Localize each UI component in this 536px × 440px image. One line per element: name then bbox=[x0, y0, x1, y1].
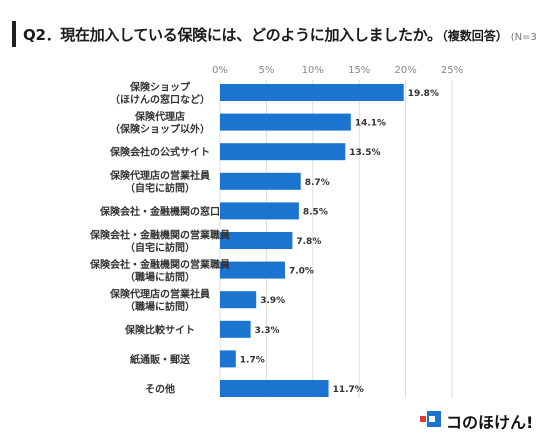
category-label: 保険比較サイト bbox=[124, 323, 195, 336]
bar bbox=[220, 202, 299, 220]
bar bbox=[220, 84, 404, 101]
category-label: 保険会社・金融機関の営業職員 bbox=[89, 258, 230, 271]
bar bbox=[220, 291, 257, 309]
data-label: 13.5% bbox=[349, 148, 380, 158]
title-main: Q2．現在加入している保険には、どのように加入しましたか。 bbox=[23, 26, 442, 44]
x-tick-label: 10% bbox=[302, 65, 324, 76]
category-label: 保険会社の公式サイト bbox=[109, 146, 210, 159]
category-label: 紙通販・郵送 bbox=[130, 353, 191, 366]
bar bbox=[220, 232, 293, 249]
data-label: 1.7% bbox=[240, 355, 265, 365]
data-label: 3.9% bbox=[260, 296, 285, 306]
category-label: （ほけんの窓口など） bbox=[110, 93, 210, 106]
brand-logo: コのほけん! bbox=[412, 406, 534, 432]
category-label: 保険会社・金融機関の営業職員 bbox=[89, 228, 230, 241]
title-sub: （複数回答） bbox=[441, 29, 508, 43]
data-label: 14.1% bbox=[355, 119, 386, 129]
data-label: 7.0% bbox=[289, 267, 314, 277]
x-tick-label: 25% bbox=[441, 65, 463, 76]
bar bbox=[220, 143, 346, 161]
bar bbox=[220, 380, 329, 397]
logo-text: コのほけん! bbox=[446, 413, 534, 432]
x-tick-label: 15% bbox=[348, 65, 370, 76]
sample-size: (N=350) bbox=[510, 32, 536, 43]
chart-title: Q2．現在加入している保険には、どのように加入しましたか。（複数回答）(N=35… bbox=[23, 24, 536, 45]
data-label: 11.7% bbox=[333, 385, 364, 395]
category-label: 保険会社・金融機関の窓口 bbox=[99, 205, 220, 218]
category-label: 保険代理店 bbox=[134, 110, 185, 123]
data-label: 8.7% bbox=[305, 178, 330, 188]
bar bbox=[220, 320, 251, 338]
category-label: （保険ショップ以外） bbox=[110, 122, 210, 135]
bar bbox=[220, 172, 301, 190]
bar bbox=[220, 350, 236, 368]
category-label: 保険代理店の営業社員 bbox=[109, 287, 210, 300]
data-label: 8.5% bbox=[303, 207, 328, 217]
category-label: （自宅に訪問） bbox=[125, 241, 195, 254]
x-tick-label: 0% bbox=[212, 65, 228, 76]
bar bbox=[220, 113, 351, 131]
category-label: 保険ショップ bbox=[129, 80, 191, 93]
bar bbox=[220, 261, 285, 279]
category-label: （職場に訪問） bbox=[125, 300, 195, 313]
data-label: 19.8% bbox=[408, 89, 439, 99]
category-label: （職場に訪問） bbox=[125, 270, 195, 283]
title-accent-bar bbox=[12, 21, 16, 47]
category-label: その他 bbox=[145, 383, 175, 396]
konohoken-logo-icon bbox=[420, 410, 442, 430]
category-label: 保険代理店の営業社員 bbox=[109, 169, 210, 182]
x-tick-label: 20% bbox=[394, 65, 416, 76]
category-label: （自宅に訪問） bbox=[125, 182, 195, 195]
x-tick-label: 5% bbox=[258, 65, 274, 76]
data-label: 3.3% bbox=[255, 326, 280, 336]
data-label: 7.8% bbox=[296, 237, 321, 247]
